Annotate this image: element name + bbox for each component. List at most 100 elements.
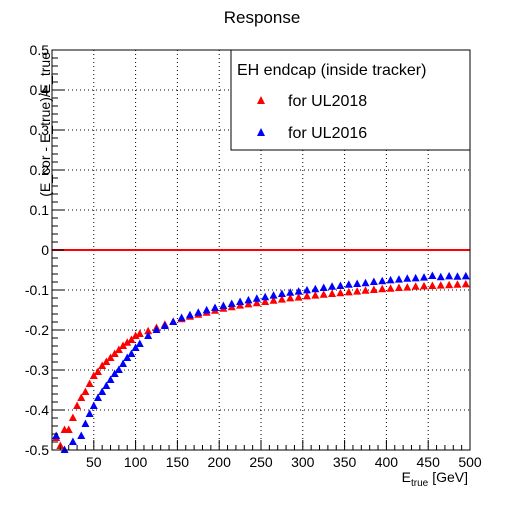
data-point [131,331,140,339]
y-tick-label: -0.5 [25,442,49,458]
data-point [60,445,69,453]
data-point [311,291,320,299]
data-point [127,335,136,343]
data-point [302,285,311,294]
data-point [127,349,136,357]
data-point [227,299,236,307]
data-point [106,353,115,361]
data-point [194,308,203,316]
data-point [236,297,245,305]
data-point [319,290,328,298]
data-point [93,367,102,375]
data-point [81,419,90,427]
x-tick-label: 450 [417,454,441,470]
data-point [144,326,153,335]
data-point [177,313,186,321]
data-point [64,425,73,433]
data-point [344,280,353,288]
data-point [123,338,132,346]
chart-title: Response [224,8,301,27]
data-point [89,401,98,409]
x-tick-label: 400 [375,454,399,470]
data-point [428,281,437,289]
x-axis-label-main: E [402,469,411,485]
data-point [453,272,462,280]
data-point [135,329,144,337]
legend-entry-ul2016: for UL2016 [288,125,367,142]
data-point [89,371,98,379]
data-point [461,271,470,280]
data-point [81,387,90,395]
y-tick-label: 0.1 [30,202,50,218]
data-point [185,310,194,319]
data-point [269,291,278,299]
data-point [85,409,94,417]
data-point [77,431,86,439]
data-point [411,273,420,282]
series-layer [52,271,470,453]
legend-marker-ul2016 [257,128,265,136]
data-point [68,413,77,421]
y-tick-label: -0.4 [25,402,49,418]
data-point [119,341,128,349]
data-point [135,339,144,347]
data-point [378,276,387,285]
x-tick-label: 350 [333,454,357,470]
y-tick-label: 0.2 [30,162,50,178]
legend-entry-ul2018: for UL2018 [288,93,367,110]
data-point [353,287,362,295]
legend-header: EH endcap (inside tracker) [237,62,426,79]
data-point [302,291,311,300]
data-point [68,437,77,445]
data-point [144,331,153,339]
data-point [445,271,454,280]
data-point [219,301,228,309]
data-point [445,280,454,289]
data-point [114,345,123,353]
data-point [152,325,161,333]
y-tick-label: 0.3 [30,122,50,138]
data-point [386,284,395,292]
data-point [420,281,429,290]
data-point [77,393,86,401]
data-point [110,349,119,357]
data-point [106,375,115,383]
data-point [420,273,429,281]
data-point [73,401,82,409]
data-point [286,293,295,302]
data-point [98,387,107,395]
y-tick-label: 0.5 [30,42,50,58]
x-tick-label: 200 [208,454,232,470]
data-point [244,299,253,308]
data-point [453,280,462,288]
data-point [403,283,412,291]
y-tick-label: 0.4 [30,82,50,98]
data-point [461,279,470,288]
data-point [294,287,303,295]
x-tick-label: 50 [86,454,102,470]
data-point [252,294,261,302]
x-tick-label: 500 [458,454,482,470]
data-point [52,431,61,439]
data-point [403,274,412,282]
x-tick-label: 250 [249,454,273,470]
data-point [311,284,320,293]
data-point [98,361,107,369]
data-point [119,359,128,367]
data-point [110,369,119,377]
data-point [244,295,253,304]
data-point [361,278,370,287]
legend-marker-ul2018 [257,96,265,104]
data-point [102,357,111,365]
data-point [277,295,286,303]
data-point [202,305,211,314]
data-point [361,286,370,294]
data-point [369,285,378,293]
legend-box [230,49,471,151]
x-axis-label-unit: [GeV] [432,469,468,485]
data-point [277,289,286,297]
data-point [319,283,328,291]
data-point [131,343,140,351]
data-point [336,288,345,297]
